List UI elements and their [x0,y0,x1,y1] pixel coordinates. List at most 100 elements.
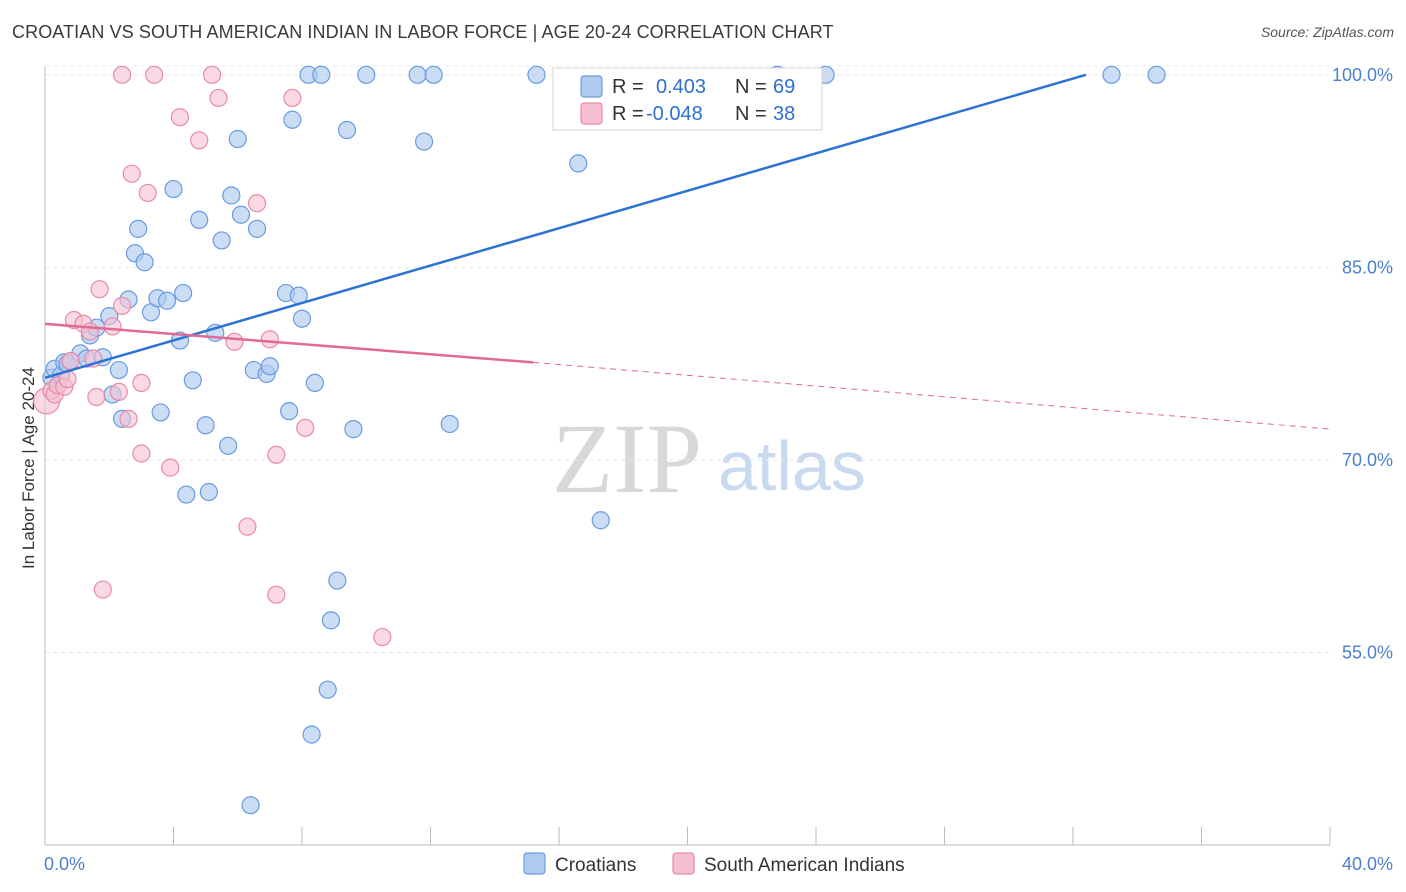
sai-point [138,183,157,203]
croatians-point [231,205,251,224]
croatians-point [440,414,459,434]
croatians-point [312,65,331,84]
sai-point [103,317,122,336]
croatians-point [357,65,376,84]
legend-sai-swatch [672,852,695,875]
croatians-point [321,611,341,630]
sai-point [209,88,228,108]
sai-r-value: -0.048 [646,103,703,125]
croatians-n-value: 69 [773,76,795,98]
croatians-n-label: N = [735,76,767,98]
x-tick-labels: 0.0% 40.0% [44,854,1393,874]
sai-point [112,65,132,84]
legend-croatians-swatch [523,852,546,875]
sai-point [373,627,392,647]
sai-point [260,330,279,349]
series-legend: Croatians South American Indians [523,852,905,876]
croatians-r-value: 0.403 [656,76,706,98]
y-tick-label: 55.0% [1342,642,1393,662]
croatians-point [292,309,312,328]
sai-point [238,517,257,536]
croatians-point [280,402,299,421]
croatians-point [157,291,177,310]
croatians-point [591,511,610,530]
croatians-point [174,283,193,303]
sai-point [283,88,302,108]
axes [44,67,1331,846]
croatians-point [424,65,443,84]
sai-point [267,445,286,464]
sai-point [80,322,100,341]
croatians-trendline [44,73,1087,379]
watermark: ZIP atlas [552,403,866,514]
watermark-atlas: atlas [718,427,866,505]
south-american-indians-points [33,65,392,647]
x-tick-label-min: 0.0% [44,854,85,874]
sai-point [267,585,286,604]
legend-croatians-label: Croatians [555,855,636,876]
croatians-point [212,231,231,250]
croatians-point [1147,65,1166,84]
sai-point [132,444,151,463]
sai-point [161,458,180,477]
croatians-point [305,373,324,393]
croatians-point [260,357,279,376]
sai-point [296,418,315,437]
croatians-point [164,179,183,199]
sai-point [247,194,267,213]
y-tick-labels: 55.0% 70.0% 85.0% 100.0% [1332,65,1393,663]
croatians-point [328,571,347,590]
croatians-point [302,725,321,744]
sai-trendline-extension [533,361,1331,430]
croatians-point [190,210,209,229]
chart-title: CROATIAN VS SOUTH AMERICAN INDIAN IN LAB… [12,22,834,42]
sai-point [87,387,106,407]
croatians-point [199,482,218,502]
sai-point [170,108,190,127]
x-tick-label-max: 40.0% [1342,854,1393,874]
y-tick-label: 100.0% [1332,65,1393,85]
croatians-point [527,65,546,84]
croatians-point [129,219,148,238]
croatians-point [318,680,337,699]
sai-point [119,409,138,428]
y-tick-label: 85.0% [1342,257,1393,277]
sai-point [145,65,164,84]
sai-point [93,580,112,599]
sai-point [122,164,141,183]
sai-point [90,280,109,299]
croatians-point [241,796,260,815]
sai-trendline [44,322,534,364]
croatians-point [1102,65,1121,84]
croatians-point [109,360,128,380]
croatians-point [177,485,196,504]
y-tick-label: 70.0% [1342,450,1393,470]
sai-point [225,332,244,351]
croatians-point [135,253,154,272]
gridlines [45,65,1330,653]
sai-point [61,351,80,371]
stats-legend: R = 0.403 N = 69 R = -0.048 N = 38 [552,67,823,131]
croatians-point [219,436,238,455]
y-axis-title: In Labor Force | Age 20-24 [19,367,38,569]
sai-n-value: 38 [773,103,795,125]
croatians-r-label: R = [612,76,644,98]
sai-point [109,382,128,401]
sai-swatch [580,102,603,125]
sai-point [112,296,132,315]
sai-n-label: N = [735,103,767,125]
croatians-point [228,129,247,149]
sai-point [202,65,222,84]
sai-point [132,373,151,393]
croatians-point [247,219,267,238]
croatians-point [222,186,241,205]
croatians-point [569,154,588,173]
watermark-zip: ZIP [552,403,702,514]
source-credit: Source: ZipAtlas.com [1260,24,1394,40]
croatians-swatch [580,75,603,98]
sai-point [190,131,209,150]
croatians-point [408,65,427,84]
croatians-point [183,371,202,390]
croatians-point [344,420,363,439]
